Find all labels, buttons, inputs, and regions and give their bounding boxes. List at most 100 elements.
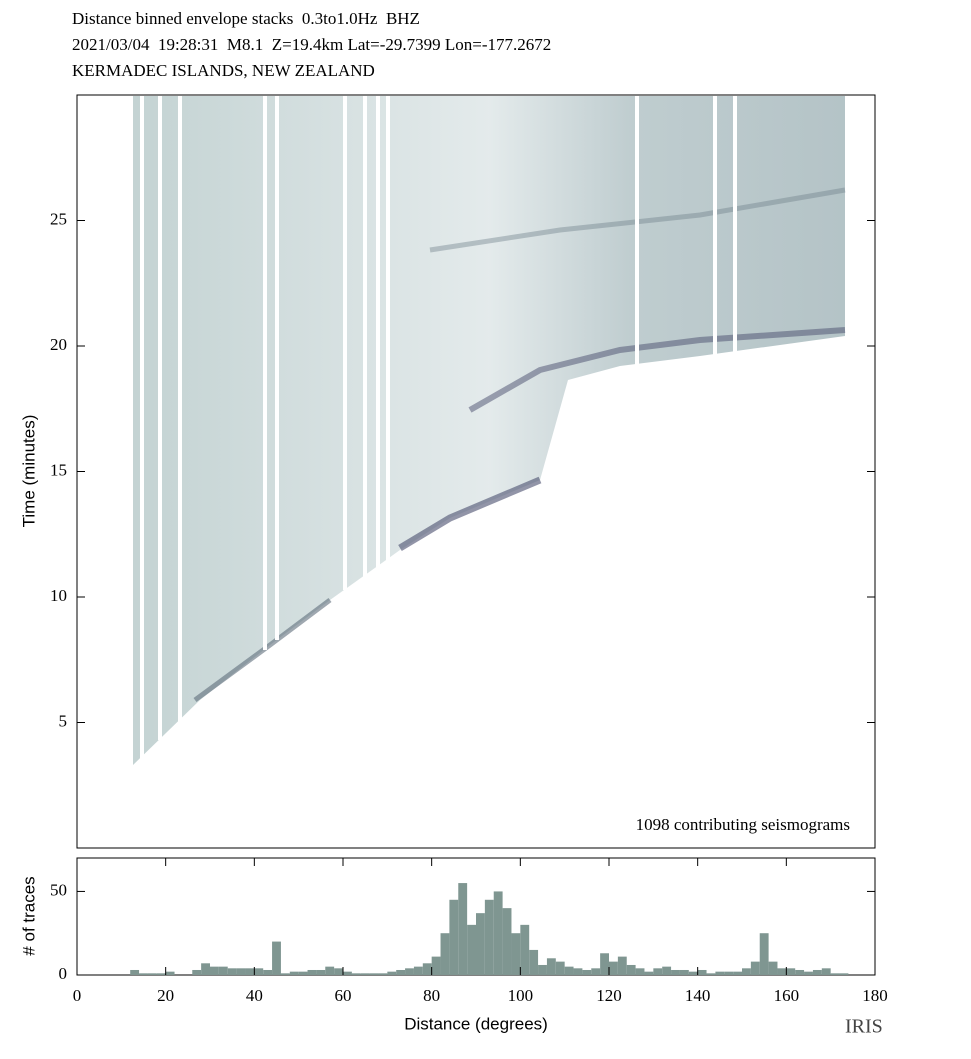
histogram-bar <box>520 924 530 975</box>
histogram-bar <box>405 968 414 975</box>
histogram-bar <box>236 968 246 975</box>
logo: IRIS <box>845 1016 883 1038</box>
histogram-bar <box>360 973 370 975</box>
histogram-bar <box>706 973 716 975</box>
histogram-bar <box>759 933 769 975</box>
histogram-bar <box>307 969 317 975</box>
histogram-bar <box>555 961 565 975</box>
histogram-bar <box>502 908 512 975</box>
y-tick-label: 50 <box>50 880 67 899</box>
histogram-bar <box>298 971 308 975</box>
histogram-bar <box>768 961 778 975</box>
x-axis-label: Distance (degrees) <box>404 1014 548 1033</box>
x-tick-label: 0 <box>73 986 82 1005</box>
histogram-bar <box>218 966 228 975</box>
histogram-bar <box>280 973 290 975</box>
chart-subtitle: 2021/03/04 19:28:31 M8.1 Z=19.4km Lat=-2… <box>72 35 551 54</box>
histogram-bar <box>210 966 219 975</box>
histogram-bar <box>387 971 397 975</box>
histogram-bar <box>600 953 609 975</box>
histogram-bar <box>742 968 751 975</box>
histogram-bar <box>130 969 140 975</box>
histogram-bar <box>795 969 805 975</box>
histogram-bar <box>821 968 831 975</box>
histogram-bar <box>272 941 281 975</box>
x-tick-label: 80 <box>423 986 440 1005</box>
histogram-bar <box>201 963 210 975</box>
y-tick-label: 0 <box>59 964 68 983</box>
histogram-bar <box>830 973 840 975</box>
histogram-bar <box>812 969 822 975</box>
histogram-bar <box>192 969 202 975</box>
histogram-bar <box>422 963 432 975</box>
x-tick-label: 100 <box>508 986 534 1005</box>
histogram-bar <box>378 973 388 975</box>
histogram-bar <box>679 969 689 975</box>
histogram-bar <box>440 933 450 975</box>
histogram-bar <box>733 971 742 975</box>
y-tick-label: 10 <box>50 586 67 605</box>
histogram-bar <box>591 968 601 975</box>
histogram-bar <box>688 971 698 975</box>
histogram-bar <box>538 964 547 975</box>
y-axis-label: Time (minutes) <box>19 415 38 528</box>
y-tick-label: 5 <box>59 711 68 730</box>
x-tick-label: 140 <box>685 986 711 1005</box>
chart-title: Distance binned envelope stacks 0.3to1.0… <box>72 9 420 28</box>
histogram-bar <box>458 883 468 975</box>
histogram-bar <box>147 973 157 975</box>
histogram-bar <box>396 969 406 975</box>
histogram-bar <box>786 968 796 975</box>
histogram-bar <box>715 971 725 975</box>
histogram-bar <box>484 899 494 975</box>
histogram-bar <box>467 924 476 975</box>
x-tick-label: 40 <box>246 986 263 1005</box>
histogram-bar <box>227 968 237 975</box>
histogram-bar <box>351 973 361 975</box>
x-tick-label: 60 <box>335 986 352 1005</box>
histogram-bar <box>609 961 618 975</box>
histogram-bar <box>511 933 521 975</box>
histogram-bar <box>476 913 485 975</box>
x-tick-label: 160 <box>774 986 800 1005</box>
histogram-bar <box>254 968 264 975</box>
histogram-bar <box>564 966 574 975</box>
histogram-bar <box>289 971 299 975</box>
histogram-bar <box>369 973 379 975</box>
annotation: 1098 contributing seismograms <box>636 815 850 834</box>
histogram-bar <box>750 961 760 975</box>
y-tick-label: 15 <box>50 460 67 479</box>
chart-subtitle: KERMADEC ISLANDS, NEW ZEALAND <box>72 61 375 80</box>
histogram-bar <box>626 964 636 975</box>
histogram-bar <box>671 969 680 975</box>
histogram-bar <box>165 971 175 975</box>
histogram-bar <box>582 969 592 975</box>
y-tick-label: 20 <box>50 335 67 354</box>
histogram-bar <box>662 966 672 975</box>
histogram-bar <box>245 968 255 975</box>
histogram-bar <box>431 956 441 975</box>
histogram-bar <box>263 969 273 975</box>
histogram-bar <box>697 969 707 975</box>
x-tick-label: 120 <box>596 986 622 1005</box>
histogram-bar <box>617 956 627 975</box>
x-tick-label: 180 <box>862 986 888 1005</box>
histogram-bar <box>334 968 343 975</box>
histogram-bar <box>413 966 423 975</box>
histogram-bar <box>325 966 335 975</box>
histogram-bar <box>573 968 583 975</box>
histogram-bar <box>449 899 459 975</box>
histogram-bar <box>644 971 654 975</box>
histogram-bar <box>316 969 326 975</box>
y-axis-label: # of traces <box>19 876 38 955</box>
histogram-bar <box>546 958 556 975</box>
histogram-bar <box>139 973 148 975</box>
histogram-bar <box>156 973 166 975</box>
histogram-bar <box>839 973 849 975</box>
histogram-bar <box>777 968 787 975</box>
x-tick-label: 20 <box>157 986 174 1005</box>
histogram-bar <box>635 968 645 975</box>
histogram-bar <box>724 971 734 975</box>
histogram-bar <box>343 971 352 975</box>
